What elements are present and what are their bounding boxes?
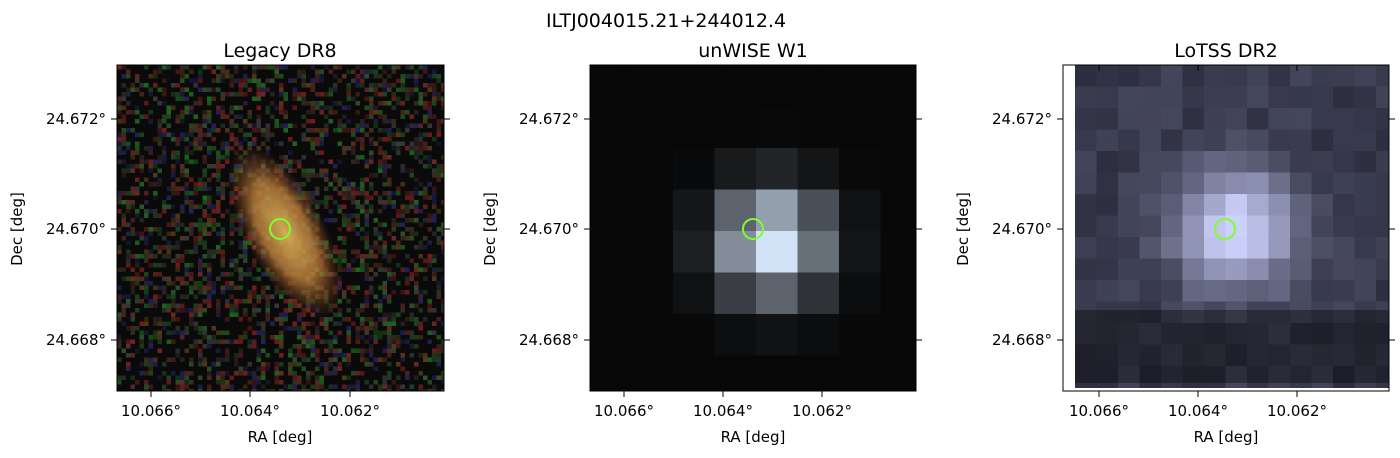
panel-lotss: LoTSS DR2 10.066° 10.064° 10.062° 24.672… xyxy=(954,40,1395,446)
x-axis-label: RA [deg] xyxy=(1194,428,1259,446)
panel-title: Legacy DR8 xyxy=(223,40,336,62)
unwise-pixels xyxy=(590,65,916,391)
source-marker xyxy=(742,218,764,240)
x-tick-label: 10.066° xyxy=(121,402,181,420)
x-tick-label: 10.062° xyxy=(1267,402,1327,420)
x-tick-label: 10.064° xyxy=(220,402,280,420)
y-tick-label: 24.672° xyxy=(519,110,579,128)
panel-title: LoTSS DR2 xyxy=(1174,40,1278,62)
panel-legacy: Legacy DR8 10.066° 10.064° 10.062° 24.67… xyxy=(8,40,450,446)
y-ticks: 24.672° 24.670° 24.668° xyxy=(46,110,450,349)
y-tick-label: 24.668° xyxy=(519,331,579,349)
x-tick-label: 10.064° xyxy=(693,402,753,420)
y-tick-label: 24.672° xyxy=(992,110,1052,128)
x-tick-label: 10.066° xyxy=(1069,402,1129,420)
lotss-pixels xyxy=(1075,65,1389,388)
y-tick-label: 24.668° xyxy=(46,331,106,349)
source-marker xyxy=(269,218,291,240)
y-tick-label: 24.668° xyxy=(992,331,1052,349)
unwise-image xyxy=(590,65,916,391)
x-tick-label: 10.062° xyxy=(320,402,380,420)
y-tick-label: 24.670° xyxy=(46,220,106,238)
x-tick-label: 10.064° xyxy=(1168,402,1228,420)
y-axis-label: Dec [deg] xyxy=(481,192,499,266)
legacy-image xyxy=(117,65,444,391)
y-ticks: 24.672° 24.670° 24.668° xyxy=(519,110,922,349)
x-ticks: 10.066° 10.064° 10.062° xyxy=(1069,65,1327,420)
x-ticks: 10.066° 10.064° 10.062° xyxy=(594,65,852,420)
axes-frame xyxy=(1062,64,1390,392)
x-tick-label: 10.066° xyxy=(594,402,654,420)
source-marker xyxy=(1214,218,1236,240)
figure-title: ILTJ004015.21+244012.4 xyxy=(546,10,786,32)
x-axis-label: RA [deg] xyxy=(248,428,313,446)
x-tick-label: 10.062° xyxy=(792,402,852,420)
x-ticks: 10.066° 10.064° 10.062° xyxy=(121,65,380,420)
galaxy xyxy=(228,146,342,318)
y-ticks: 24.672° 24.670° 24.668° xyxy=(992,110,1395,349)
axes-frame xyxy=(116,64,445,392)
panel-title: unWISE W1 xyxy=(698,40,807,62)
x-axis-label: RA [deg] xyxy=(721,428,786,446)
y-tick-label: 24.672° xyxy=(46,110,106,128)
panel-unwise: unWISE W1 10.066° 10.064° 10.062° 24.672… xyxy=(481,40,922,446)
y-axis-label: Dec [deg] xyxy=(954,192,972,266)
y-axis-label: Dec [deg] xyxy=(8,192,26,266)
lotss-image xyxy=(1063,65,1389,391)
y-tick-label: 24.670° xyxy=(992,220,1052,238)
y-tick-label: 24.670° xyxy=(519,220,579,238)
axes-frame xyxy=(589,64,917,392)
